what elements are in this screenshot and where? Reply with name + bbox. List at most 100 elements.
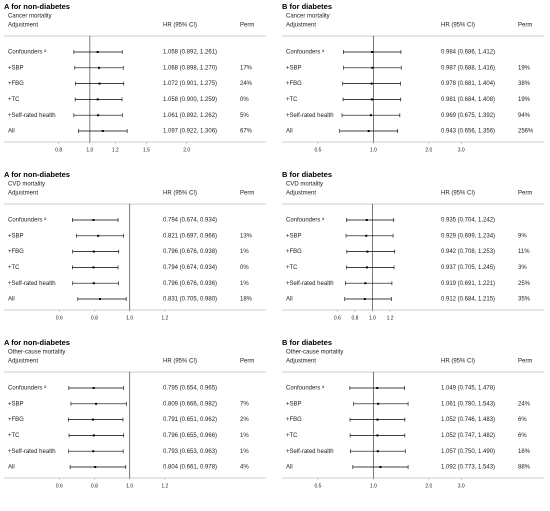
panel-title: B for diabetes xyxy=(282,338,332,347)
hr-point xyxy=(371,51,374,53)
hr-point xyxy=(376,450,379,453)
column-header: HR (95% CI) xyxy=(163,359,197,365)
hr-point xyxy=(92,219,95,221)
hr-label: 0.796 (0.676, 0.936) xyxy=(163,281,217,287)
row-label: +FBG xyxy=(286,417,302,423)
perm-label: 1% xyxy=(240,449,249,455)
column-header: HR (95% CI) xyxy=(163,191,197,197)
perm-label: 25% xyxy=(518,281,531,287)
x-tick-label: 0.8 xyxy=(91,483,98,489)
row-label: +TC xyxy=(286,97,298,103)
hr-label: 1.049 (0.745, 1.478) xyxy=(441,386,495,392)
hr-point xyxy=(365,219,368,221)
perm-label: 1% xyxy=(240,433,249,439)
hr-label: 0.821 (0.697, 0.966) xyxy=(163,233,217,239)
row-label: All xyxy=(8,297,15,303)
x-tick-label: 1.0 xyxy=(370,483,377,489)
hr-point xyxy=(371,66,374,69)
column-header: HR (95% CI) xyxy=(163,23,197,29)
perm-label: 5% xyxy=(240,113,249,119)
row-label: +FBG xyxy=(8,417,24,423)
panel-subtitle: Cancer mortality xyxy=(286,14,330,20)
hr-label: 0.831 (0.705, 0.980) xyxy=(163,297,217,303)
hr-label: 0.937 (0.705, 1.245) xyxy=(441,265,495,271)
column-header: Perm xyxy=(240,23,254,29)
row-label: +TC xyxy=(8,433,20,439)
row-label: +Self-rated health xyxy=(8,113,56,119)
row-label: +Self-rated health xyxy=(8,449,56,455)
column-header: HR (95% CI) xyxy=(441,23,475,29)
row-label: All xyxy=(286,465,293,471)
column-header: Adjustment xyxy=(286,23,316,29)
hr-label: 0.919 (0.691, 1.221) xyxy=(441,281,495,287)
hr-label: 0.942 (0.708, 1.253) xyxy=(441,249,495,255)
hr-label: 1.097 (0.922, 1.306) xyxy=(163,129,217,135)
perm-label: 0% xyxy=(240,265,249,271)
row-label: +Self-rated health xyxy=(286,449,334,455)
perm-label: 24% xyxy=(518,401,531,407)
x-tick-label: 2.0 xyxy=(183,147,190,153)
perm-label: 19% xyxy=(518,65,531,71)
perm-label: 17% xyxy=(240,65,253,71)
column-header: Perm xyxy=(518,191,532,197)
hr-point xyxy=(377,402,380,405)
hr-label: 1.061 (0.780, 1.543) xyxy=(441,401,495,407)
perm-label: 67% xyxy=(240,129,253,135)
hr-point xyxy=(98,66,101,69)
row-label: All xyxy=(286,129,293,135)
row-label: Confounders ᵃ xyxy=(8,218,47,224)
hr-point xyxy=(94,466,97,468)
panel-subtitle: CVD mortality xyxy=(8,182,45,188)
x-tick-label: 0.5 xyxy=(315,483,322,489)
x-tick-label: 0.8 xyxy=(351,315,358,321)
row-label: Confounders ᵃ xyxy=(286,218,325,224)
hr-label: 0.794 (0.674, 0.934) xyxy=(163,218,217,224)
hr-label: 0.794 (0.674, 0.934) xyxy=(163,265,217,271)
x-tick-label: 1.2 xyxy=(387,315,394,321)
x-tick-label: 2.0 xyxy=(425,147,432,153)
row-label: Confounders ᵃ xyxy=(8,386,47,392)
x-tick-label: 3.0 xyxy=(458,147,465,153)
hr-label: 1.072 (0.901, 1.275) xyxy=(163,81,217,87)
x-tick-label: 2.0 xyxy=(425,483,432,489)
hr-label: 0.943 (0.656, 1.356) xyxy=(441,129,495,135)
x-tick-label: 1.2 xyxy=(161,483,168,489)
panel-subtitle: Other-cause mortality xyxy=(286,350,343,356)
row-label: +SBP xyxy=(286,65,302,71)
hr-point xyxy=(366,250,369,253)
column-header: Perm xyxy=(518,359,532,365)
perm-label: 7% xyxy=(240,401,249,407)
hr-label: 1.058 (0.892, 1.261) xyxy=(163,50,217,56)
hr-label: 1.068 (0.898, 1.270) xyxy=(163,65,217,71)
perm-label: 2% xyxy=(240,417,249,423)
row-label: +FBG xyxy=(8,249,24,255)
perm-label: 9% xyxy=(518,233,527,239)
hr-point xyxy=(367,130,370,132)
hr-point xyxy=(92,250,95,253)
hr-label: 0.935 (0.704, 1.242) xyxy=(441,218,495,224)
row-label: All xyxy=(286,297,293,303)
hr-label: 0.929 (0.699, 1.234) xyxy=(441,233,495,239)
perm-label: 16% xyxy=(518,449,531,455)
hr-label: 0.978 (0.681, 1.404) xyxy=(441,81,495,87)
x-tick-label: 3.0 xyxy=(458,483,465,489)
x-tick-label: 1.0 xyxy=(86,147,93,153)
hr-label: 1.061 (0.892, 1.262) xyxy=(163,113,217,119)
panel-title: B for diabetes xyxy=(282,2,332,11)
column-header: Adjustment xyxy=(286,359,316,365)
row-label: +SBP xyxy=(286,401,302,407)
hr-point xyxy=(92,387,95,389)
hr-point xyxy=(364,282,367,285)
row-label: Confounders ᵃ xyxy=(8,50,47,56)
hr-point xyxy=(379,466,382,468)
perm-label: 1% xyxy=(240,249,249,255)
row-label: +Self-rated health xyxy=(286,113,334,119)
panel-title: A for non-diabetes xyxy=(4,2,70,11)
hr-point xyxy=(96,98,99,101)
hr-label: 0.795 (0.654, 0.965) xyxy=(163,386,217,392)
hr-point xyxy=(91,418,94,421)
hr-label: 0.809 (0.666, 0.982) xyxy=(163,401,217,407)
perm-label: 6% xyxy=(518,417,527,423)
hr-point xyxy=(376,434,379,437)
